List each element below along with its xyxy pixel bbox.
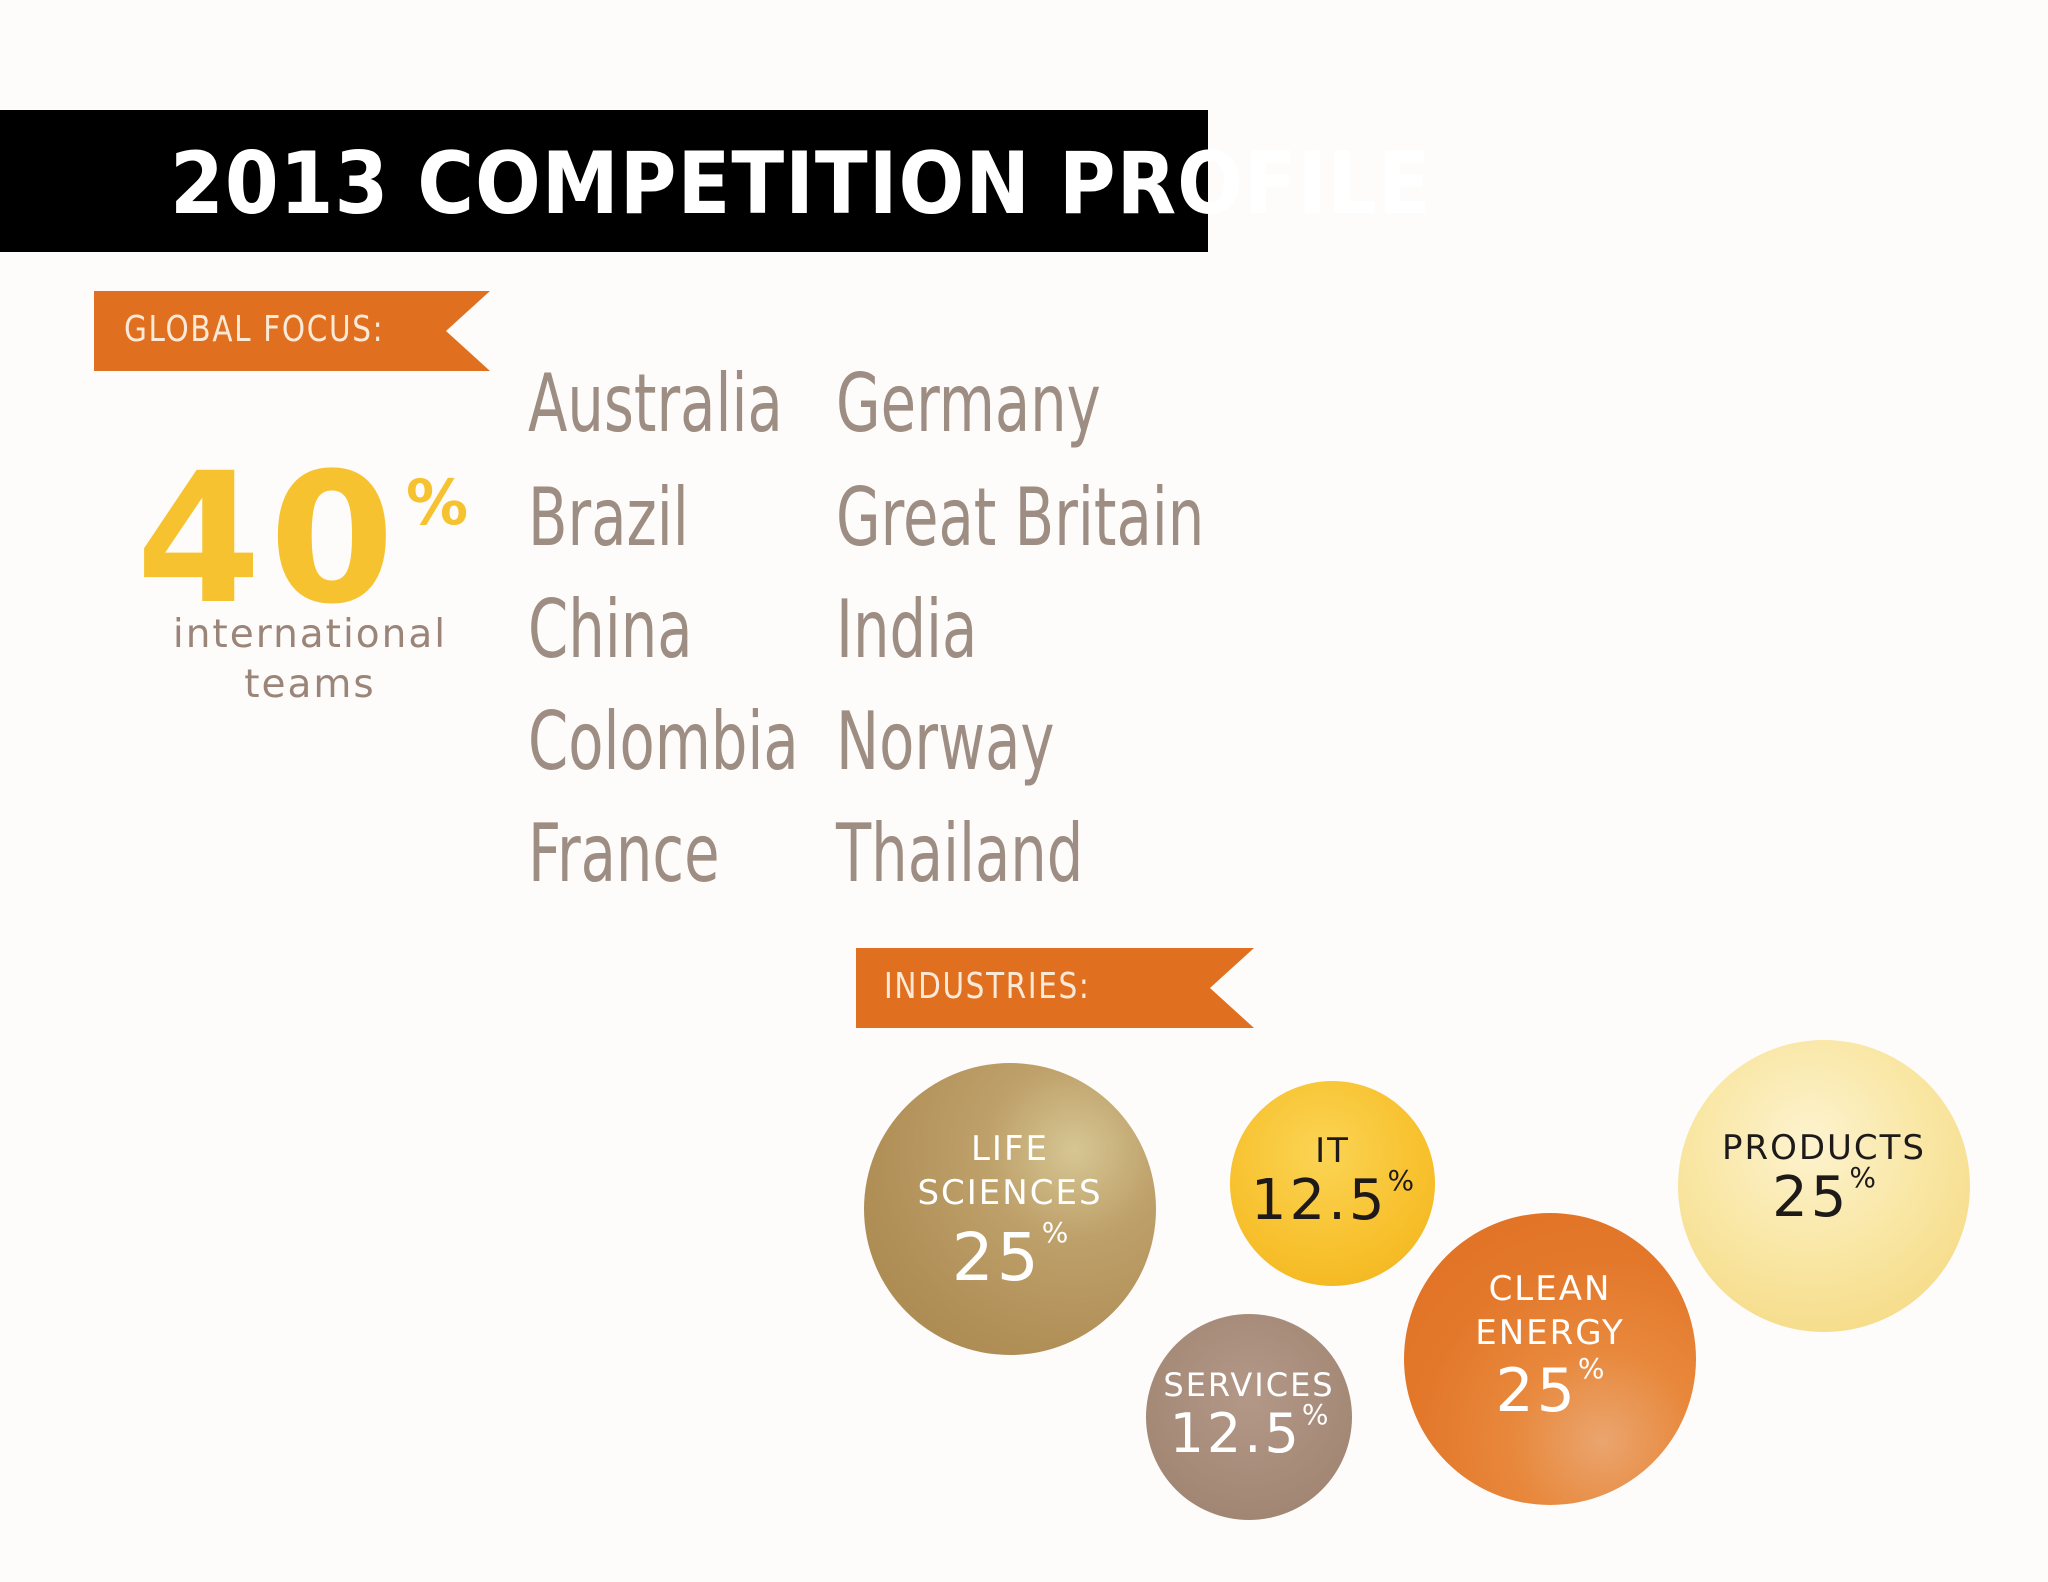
bubble-value: 12.5% [1170,1401,1329,1461]
bubble-label: LIFE [970,1129,1049,1169]
international-percent: 40 [136,435,403,644]
bubble-clean-energy: CLEAN ENERGY 25% [1404,1213,1696,1505]
page-title: 2013 COMPETITION PROFILE [170,134,1432,234]
bubble-label: SERVICES [1163,1366,1335,1404]
global-focus-label: GLOBAL FOCUS: [124,309,385,350]
bubble-value-unit: % [1849,1161,1876,1194]
industries-banner [856,948,1254,1028]
bubble-label: IT [1315,1130,1350,1171]
bubble-label: SCIENCES [917,1173,1103,1213]
bubble-value-number: 25 [1772,1165,1850,1230]
bubble-value-unit: % [1577,1352,1605,1385]
international-caption-line2: teams [244,662,376,707]
international-caption-line1: international [172,612,448,657]
bubble-life-sciences: LIFE SCIENCES 25% [864,1063,1156,1355]
industries-label: INDUSTRIES: [884,966,1091,1007]
country-item: Australia [528,357,783,450]
bubble-value: 12.5% [1251,1166,1414,1229]
bubble-value-number: 25 [1495,1356,1578,1426]
country-item: Thailand [836,807,1084,900]
bubble-value-unit: % [1301,1398,1329,1431]
title-bar [0,110,1208,252]
country-item: Norway [836,695,1055,788]
bubble-it: IT 12.5% [1230,1081,1435,1286]
country-item: France [528,807,720,900]
bubble-value-number: 12.5 [1169,1402,1302,1465]
bubble-label: ENERGY [1475,1313,1625,1353]
bubble-label: CLEAN [1488,1269,1612,1309]
bubble-products: PRODUCTS 25% [1678,1040,1970,1332]
country-item: Colombia [528,695,799,788]
bubble-value: 25% [1772,1164,1876,1226]
country-item: China [528,583,693,676]
bubble-value-number: 12.5 [1250,1167,1388,1233]
country-item: Brazil [528,471,689,564]
bubble-value: 25% [1496,1355,1605,1422]
bubble-value: 25% [952,1219,1069,1291]
global-focus-banner [94,291,490,371]
bubble-label: PRODUCTS [1721,1128,1927,1168]
international-percent-sign: % [406,466,469,539]
country-item: Germany [836,357,1101,450]
bubble-value-unit: % [1041,1216,1069,1249]
bubble-services: SERVICES 12.5% [1146,1314,1352,1520]
bubble-value-unit: % [1387,1163,1415,1197]
country-item: India [836,583,978,676]
international-caption: international teams [150,610,470,710]
bubble-value-number: 25 [951,1219,1042,1296]
country-item: Great Britain [836,471,1205,564]
